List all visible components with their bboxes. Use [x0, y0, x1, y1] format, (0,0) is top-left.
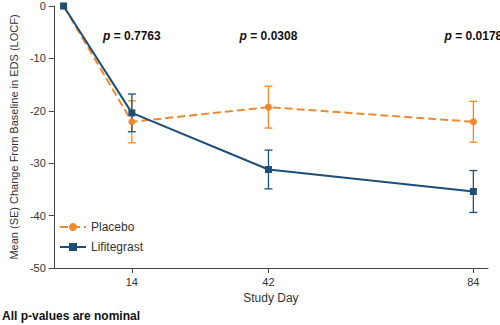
- svg-text:= 0.7763: = 0.7763: [110, 29, 161, 43]
- svg-text:p: p: [444, 29, 452, 43]
- svg-text:All p-values are nominal: All p-values are nominal: [2, 309, 140, 323]
- svg-text:= 0.0178: = 0.0178: [452, 29, 500, 43]
- svg-text:-30: -30: [30, 157, 46, 169]
- svg-text:Lifitegrast: Lifitegrast: [91, 240, 144, 254]
- svg-text:-50: -50: [30, 262, 46, 274]
- svg-text:-20: -20: [30, 105, 46, 117]
- svg-text:Mean (SE) Change From Baseline: Mean (SE) Change From Baseline in EDS (L…: [8, 14, 20, 259]
- svg-text:42: 42: [262, 276, 274, 288]
- svg-text:p: p: [102, 29, 110, 43]
- svg-text:14: 14: [126, 276, 138, 288]
- svg-text:= 0.0308: = 0.0308: [247, 29, 298, 43]
- svg-text:-40: -40: [30, 210, 46, 222]
- svg-text:-10: -10: [30, 52, 46, 64]
- svg-text:Study Day: Study Day: [243, 291, 298, 305]
- svg-text:Placebo: Placebo: [91, 220, 135, 234]
- svg-text:p: p: [239, 29, 247, 43]
- svg-text:84: 84: [467, 276, 479, 288]
- svg-text:0: 0: [40, 0, 46, 12]
